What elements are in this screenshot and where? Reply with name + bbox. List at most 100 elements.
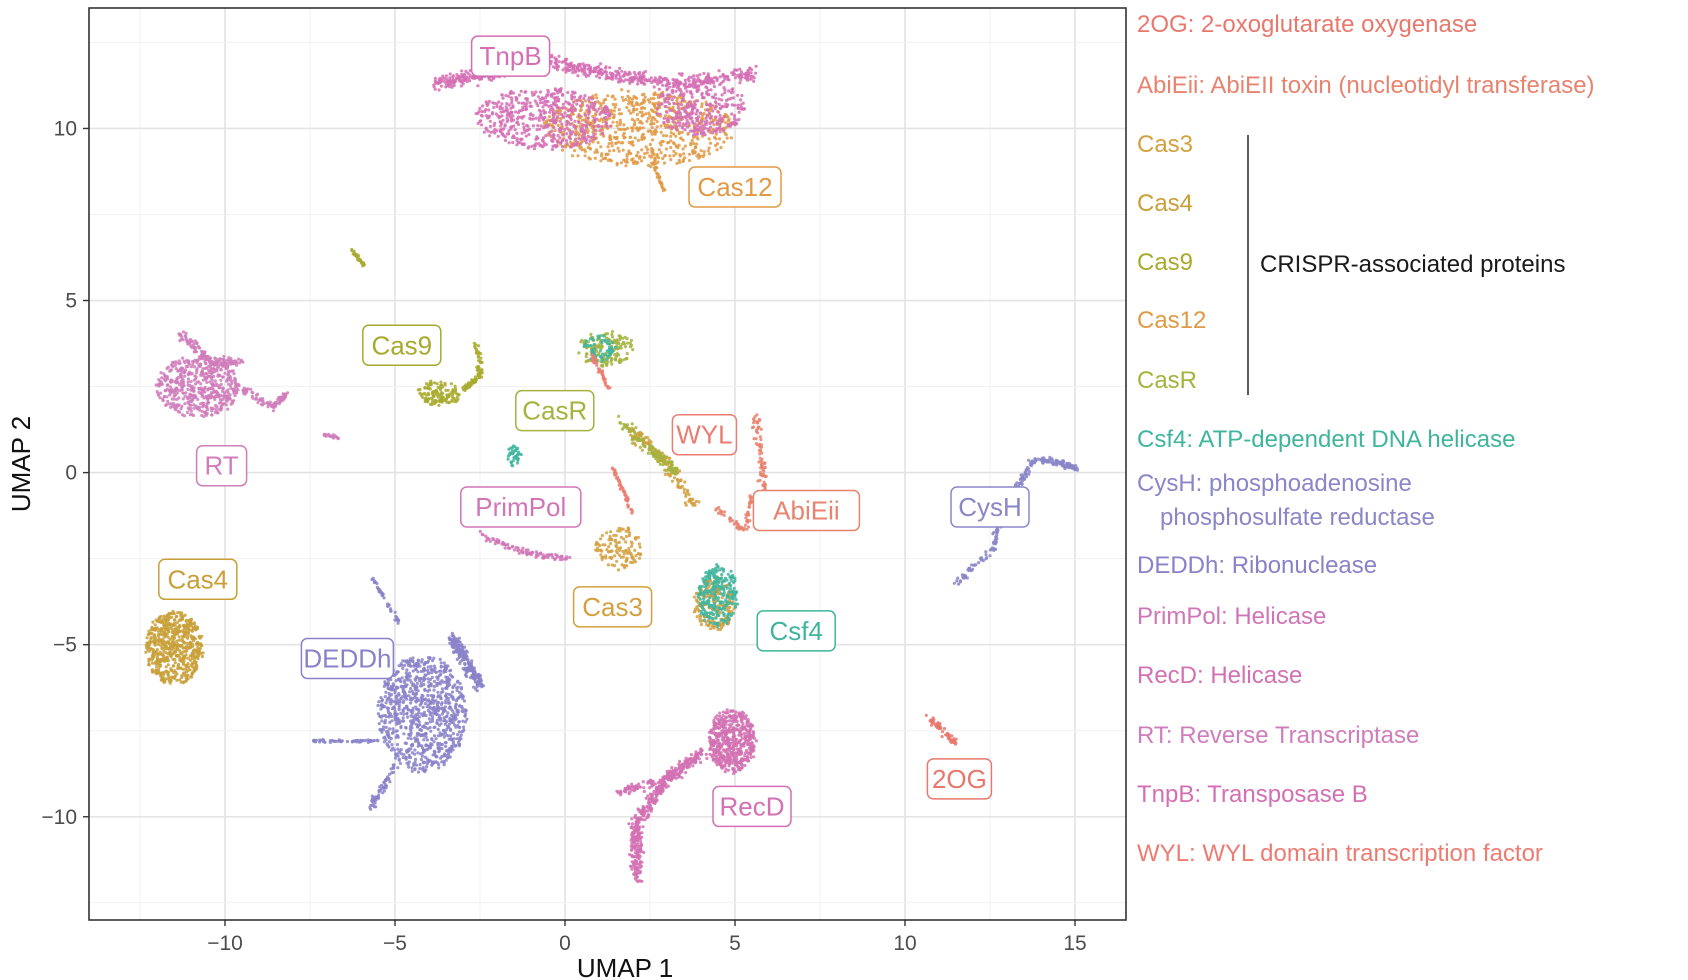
point [439, 380, 443, 384]
point [728, 519, 732, 523]
point [460, 706, 464, 711]
point [446, 680, 450, 684]
point [403, 741, 407, 745]
point [1075, 468, 1080, 472]
point [643, 106, 647, 110]
point [170, 675, 174, 679]
point [373, 580, 377, 584]
point [323, 740, 327, 745]
point [513, 448, 517, 453]
point [393, 756, 398, 760]
point [664, 125, 668, 129]
point [614, 141, 618, 146]
point [724, 722, 728, 726]
point [476, 676, 480, 680]
point [166, 663, 170, 667]
point [615, 551, 619, 555]
point [631, 556, 635, 560]
point [734, 737, 739, 742]
point [628, 429, 632, 433]
point [515, 461, 520, 465]
point [435, 393, 439, 397]
point [726, 606, 731, 610]
point [435, 701, 439, 705]
point [723, 726, 728, 730]
point [592, 350, 596, 354]
point [685, 488, 690, 492]
point [188, 658, 192, 662]
point [418, 391, 422, 395]
point [710, 731, 714, 735]
point [480, 532, 484, 537]
point [617, 359, 621, 363]
point [728, 756, 732, 760]
point [741, 711, 746, 715]
point [408, 674, 412, 678]
point [434, 389, 439, 393]
point [345, 739, 349, 744]
point [181, 681, 185, 685]
point [743, 754, 747, 758]
point [399, 724, 403, 729]
point [153, 623, 157, 627]
point [632, 123, 636, 127]
point [653, 156, 657, 160]
point [173, 669, 177, 673]
point [438, 673, 442, 678]
point [737, 711, 741, 715]
point [762, 469, 766, 473]
point [450, 634, 454, 638]
point [722, 754, 726, 758]
point [632, 160, 636, 164]
point [173, 661, 177, 665]
point [752, 437, 756, 441]
point [654, 165, 658, 169]
point [393, 691, 397, 695]
point [436, 708, 440, 712]
point [625, 105, 629, 110]
point [188, 624, 192, 628]
point [642, 136, 647, 140]
point [377, 700, 381, 704]
point [678, 154, 683, 158]
point [758, 445, 762, 449]
point [1026, 458, 1031, 462]
point [659, 130, 663, 134]
point [718, 610, 722, 614]
point [698, 597, 702, 601]
point [1051, 463, 1056, 467]
point [391, 682, 395, 686]
point [715, 148, 719, 152]
point [415, 707, 419, 711]
point [165, 655, 169, 659]
point [715, 736, 719, 740]
point [177, 662, 181, 667]
point [654, 453, 658, 457]
point [608, 536, 612, 541]
point [444, 741, 448, 745]
point [168, 654, 172, 658]
point [381, 728, 386, 732]
point [758, 456, 762, 460]
point [193, 627, 197, 631]
point [995, 530, 1000, 534]
point [480, 368, 484, 372]
point [332, 739, 336, 743]
point [391, 763, 395, 767]
point [184, 679, 188, 683]
point [684, 494, 688, 498]
point [444, 667, 448, 671]
point [708, 735, 712, 739]
point [389, 609, 393, 613]
point [443, 383, 447, 387]
point [726, 736, 730, 740]
point [745, 527, 749, 531]
point [992, 548, 996, 553]
point [395, 743, 400, 747]
point [401, 659, 405, 663]
point [674, 134, 678, 138]
point [441, 385, 445, 389]
point [413, 760, 417, 764]
point [477, 679, 481, 683]
point [428, 656, 432, 660]
